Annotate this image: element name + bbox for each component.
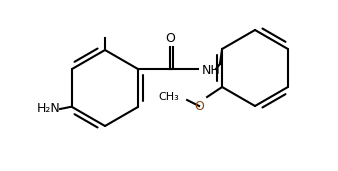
Text: CH₃: CH₃ bbox=[158, 92, 179, 102]
Text: NH: NH bbox=[202, 64, 221, 77]
Text: H₂N: H₂N bbox=[37, 102, 60, 115]
Text: O: O bbox=[165, 32, 175, 45]
Text: O: O bbox=[194, 100, 204, 113]
